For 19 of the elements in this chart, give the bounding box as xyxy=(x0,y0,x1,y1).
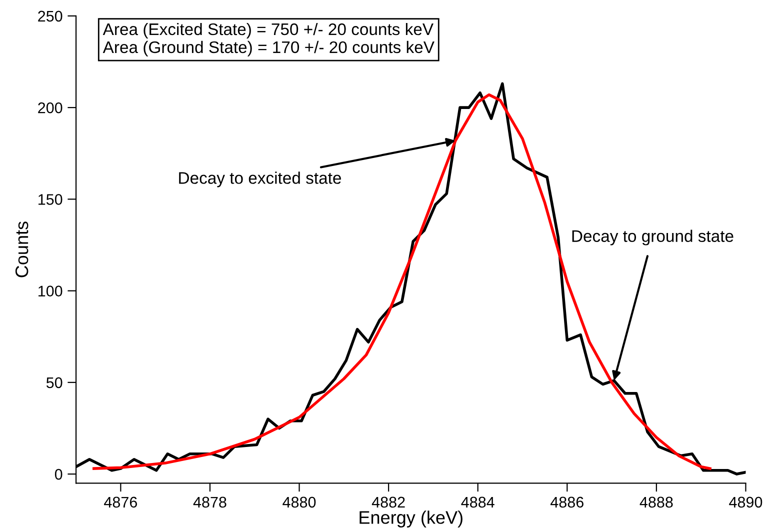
x-tick-label: 4876 xyxy=(104,496,137,508)
y-tick-label: 200 xyxy=(38,102,62,114)
annotation: Area (Excited State) = 750 +/- 20 counts keV Area (Ground State) = 170 +/- 20 counts keV xyxy=(102,22,434,56)
x-tick-label: 4882 xyxy=(372,496,405,508)
x-tick-label: 4884 xyxy=(461,496,494,508)
y-tick-label: 250 xyxy=(38,10,62,22)
y-tick-label: 0 xyxy=(54,468,62,480)
y-tick-label: 50 xyxy=(46,377,62,388)
x-tick-label: 4890 xyxy=(729,496,762,508)
x-axis-title: Energy (keV) xyxy=(360,510,462,528)
y-axis-title: Counts xyxy=(15,222,28,278)
y-tick-label: 150 xyxy=(38,194,62,205)
x-tick-label: 4880 xyxy=(282,496,316,508)
y-tick-label: 100 xyxy=(38,286,62,296)
x-tick-label: 4878 xyxy=(193,496,226,508)
annotation: Decay to ground state xyxy=(572,230,734,246)
x-tick-label: 4886 xyxy=(550,496,584,508)
x-tick-label: 4888 xyxy=(640,496,673,508)
annotation: Decay to excited state xyxy=(179,172,341,188)
